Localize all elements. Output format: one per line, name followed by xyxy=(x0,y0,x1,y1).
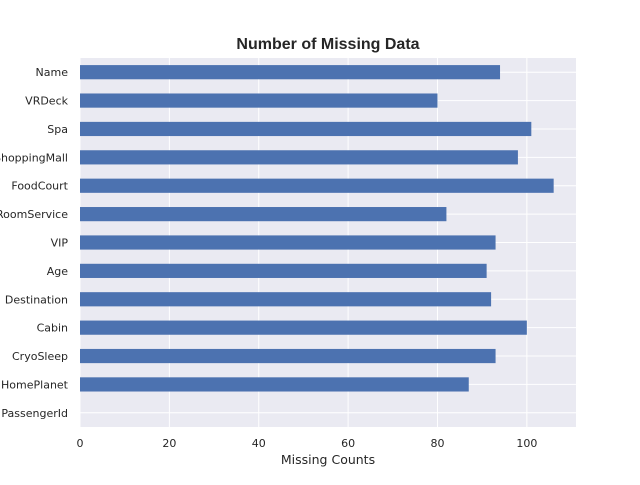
y-tick-label-shoppingmall: ShoppingMall xyxy=(0,151,68,164)
bar-spa xyxy=(80,121,532,137)
x-tick-label-40: 40 xyxy=(252,437,266,450)
bar-roomservice xyxy=(80,207,447,222)
x-tick-label-100: 100 xyxy=(516,437,537,450)
y-tick-label-age: Age xyxy=(47,265,69,278)
y-tick-label-cryosleep: CryoSleep xyxy=(12,350,68,363)
bar-vip xyxy=(80,235,496,250)
y-tick-label-cabin: Cabin xyxy=(37,322,68,335)
y-tick-label-passengerid: PassengerId xyxy=(1,407,68,420)
bar-cabin xyxy=(80,320,527,335)
chart-title: Number of Missing Data xyxy=(236,36,419,53)
y-tick-label-name: Name xyxy=(36,66,69,79)
bar-name xyxy=(80,65,501,80)
y-tick-label-vrdeck: VRDeck xyxy=(25,95,68,108)
bar-cryosleep xyxy=(80,348,496,364)
y-tick-label-roomservice: RoomService xyxy=(0,208,68,221)
x-tick-label-60: 60 xyxy=(341,437,355,450)
bar-foodcourt xyxy=(80,178,554,193)
x-tick-label-0: 0 xyxy=(77,437,84,450)
bar-destination xyxy=(80,292,492,307)
y-tick-label-foodcourt: FoodCourt xyxy=(11,180,68,193)
x-tick-label-80: 80 xyxy=(430,437,444,450)
y-tick-label-spa: Spa xyxy=(47,123,68,136)
x-tick-labels: 0 20 40 60 80 100 xyxy=(77,437,538,450)
x-tick-label-20: 20 xyxy=(162,437,176,450)
bar-vrdeck xyxy=(80,93,438,108)
y-tick-label-homeplanet: HomePlanet xyxy=(1,378,69,391)
y-tick-label-vip: VIP xyxy=(51,237,69,250)
bars xyxy=(80,65,554,392)
y-tick-label-destination: Destination xyxy=(5,293,68,306)
x-axis-label: Missing Counts xyxy=(281,452,375,467)
bar-homeplanet xyxy=(80,377,469,392)
bar-shoppingmall xyxy=(80,150,518,165)
bar-age xyxy=(80,263,487,278)
y-tick-labels: Name VRDeck Spa ShoppingMall FoodCourt RoomSe… xyxy=(0,66,69,420)
